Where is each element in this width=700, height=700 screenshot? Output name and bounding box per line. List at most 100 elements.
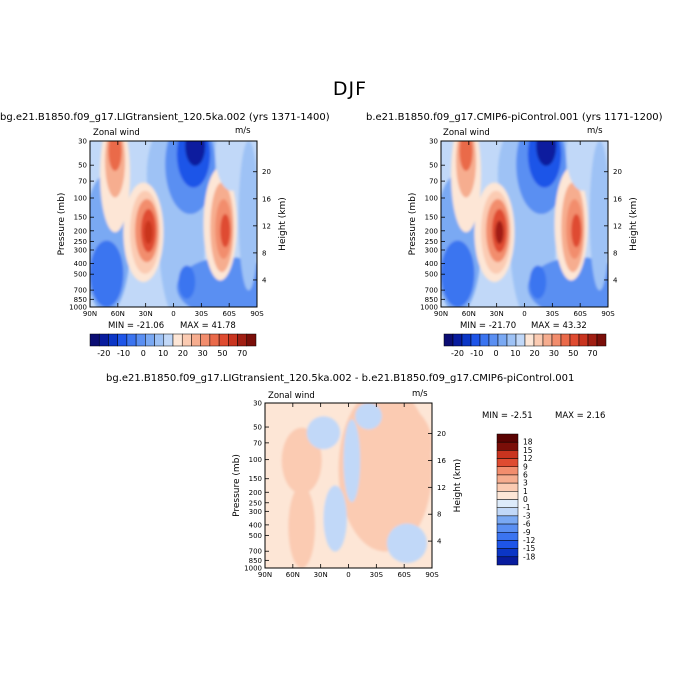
panel2-colorbar-swatch-9 [524,333,535,347]
panel2-ytick-250: 250 [425,238,438,246]
panel1-ytick-700: 700 [74,287,87,295]
panel1-colorbar-label-30: 30 [198,349,208,358]
panel3-colorbar-swatch-3 [496,458,519,467]
panel3-variable: Zonal wind [268,391,315,401]
panel2-ytick-150: 150 [425,214,438,222]
panel1-units: m/s [235,126,251,136]
panel2-colorbar-swatch-10 [533,333,544,347]
panel3-colorbar-swatch-5 [496,474,519,484]
panel2-colorbar-swatch-4 [479,333,490,347]
panel3-ytick-30: 30 [253,400,262,408]
panel3-colorbar-label-12: -12 [523,536,535,545]
panel1-min: MIN = -21.06 [108,321,165,331]
panel3-rtick-8: 8 [437,511,441,519]
panel2-variable: Zonal wind [443,128,490,138]
panel3-xtick-60S: 60S [397,571,411,579]
panel3-colorbar-swatch-9 [496,507,519,517]
panel3-xtick-30N: 30N [314,571,328,579]
panel3-ytick-200: 200 [249,489,262,497]
page-title: DJF [332,78,368,100]
panel3-xtick-0: 0 [346,571,350,579]
panel3-contour-6 [343,419,361,502]
panel1-max: MAX = 41.78 [180,321,236,331]
panel3-colorbar-label-3: 9 [523,462,528,471]
panel3-colorbar-label-0: 18 [523,438,533,447]
panel3-rtick-12: 12 [437,484,446,492]
panel3-rtick-4: 4 [437,538,442,546]
panel1-xtick-90S: 90S [250,310,264,318]
panel2-ytick-850: 850 [425,296,438,304]
panel3-colorbar-swatch-1 [496,441,519,451]
panel1-colorbar-swatch-4 [126,333,137,347]
panel2-xtick-60N: 60N [462,310,476,318]
panel3-colorbar-label-4: 6 [523,470,528,479]
panel1-ylabel-right: Height (km) [278,197,288,251]
panel1-contour-11 [108,141,122,171]
panel1-colorbar-swatch-9 [172,333,183,347]
panel2-colorbar-swatch-2 [461,333,472,347]
panel1-contour-1 [90,240,124,307]
panel3-colorbar-swatch-12 [496,532,519,541]
panel2-colorbar-label-20: 20 [530,349,540,358]
panel3-colorbar-label-7: 0 [523,495,528,504]
panel1-colorbar-label-70: 70 [237,349,247,358]
panel3-colorbar-swatch-0 [496,433,519,443]
panel1-xtick-90N: 90N [83,310,97,318]
panel3-rtick-16: 16 [437,457,446,465]
panel2-colorbar-swatch-14 [569,333,580,347]
panel1-xtick-0: 0 [171,310,175,318]
panel1-colorbar-label-10: 10 [158,349,168,358]
panel1-ytick-500: 500 [74,271,87,279]
panel1-colorbar-swatch-15 [228,333,238,347]
panel3-colorbar-label-9: -3 [523,511,531,520]
panel2-contour-22 [589,141,608,291]
panel1-colorbar-swatch-0 [89,333,100,347]
panel2-rtick-8: 8 [613,249,617,257]
panel2-colorbar [443,333,607,347]
panel3-ytick-70: 70 [253,439,262,447]
panel2-xtick-30N: 30N [490,310,504,318]
panel2-colorbar-swatch-0 [443,333,454,347]
panel2-colorbar-swatch-17 [596,333,607,347]
panel2-ytick-700: 700 [425,287,438,295]
panel3-xtick-90S: 90S [425,571,439,579]
panel1-colorbar-swatch-8 [163,333,174,347]
panel3-colorbar-swatch-10 [496,515,519,525]
panel3-colorbar-swatch-14 [496,548,519,558]
panel1-colorbar-swatch-13 [209,333,220,347]
panel3-xtick-60N: 60N [286,571,300,579]
panel1-contour-8 [178,265,196,299]
panel2-xtick-90S: 90S [601,310,615,318]
panel2-colorbar-label-70: 70 [587,349,597,358]
panel1-colorbar-label-50: 50 [217,349,227,358]
panel2-contour-16 [495,220,504,244]
panel1-contour-7 [185,141,206,166]
panel2-contour-1 [441,240,475,307]
panel2-ytick-50: 50 [429,162,438,170]
panel3-colorbar-swatch-7 [496,491,519,500]
panel2-colorbar-swatch-5 [488,333,499,347]
panel2-colorbar-label-0: 0 [494,349,499,358]
panel1-rtick-16: 16 [262,195,271,203]
panel1-xtick-30S: 30S [195,310,209,318]
panel1-colorbar-swatch-14 [218,333,229,347]
panel3-colorbar-swatch-4 [496,466,519,476]
panel2-ytick-300: 300 [425,247,438,255]
panel2-rtick-12: 12 [613,222,622,230]
panel1-colorbar-swatch-11 [191,333,201,347]
panel2-colorbar-swatch-12 [551,333,562,347]
panel3-contour-5 [323,485,347,552]
panel2-ytick-200: 200 [425,227,438,235]
panel2-contour-20 [571,214,582,248]
panel1-colorbar-label--20: -20 [97,349,110,358]
panel1-colorbar-swatch-2 [108,333,118,347]
panel1-ytick-100: 100 [74,194,87,202]
panel3-colorbar-swatch-13 [496,540,519,549]
panel2-colorbar-label-30: 30 [549,349,559,358]
panel1-contour-3 [176,257,257,307]
panel2-colorbar-label-10: 10 [510,349,520,358]
panel1-ylabel: Pressure (mb) [57,193,67,256]
panel1-colorbar-swatch-16 [237,333,248,347]
panel1-colorbar-label--10: -10 [117,349,130,358]
